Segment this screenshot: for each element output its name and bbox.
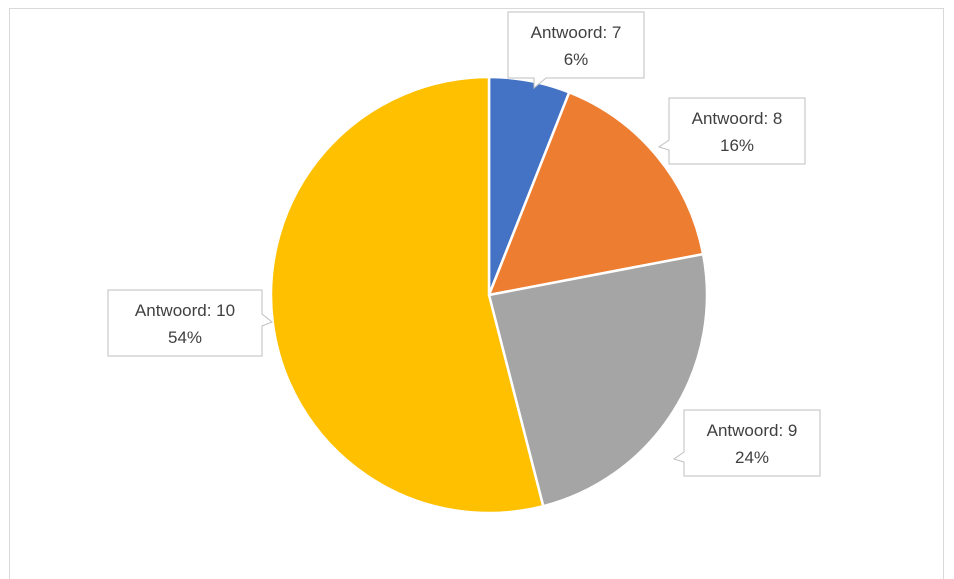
slice-category-label: Antwoord: 8 bbox=[692, 109, 783, 128]
chart-area bbox=[9, 8, 944, 579]
slice-category-label: Antwoord: 7 bbox=[531, 23, 622, 42]
data-label-callout: Antwoord: 9 24% bbox=[672, 409, 821, 477]
data-label-callout: Antwoord: 8 16% bbox=[657, 97, 806, 165]
callout-box bbox=[672, 409, 821, 477]
slice-category-label: Antwoord: 9 bbox=[707, 421, 798, 440]
slice-percent-label: 24% bbox=[735, 448, 769, 467]
pie-slice-antwoord-8 bbox=[487, 91, 705, 297]
callout-box bbox=[657, 97, 806, 165]
pie-slice-antwoord-9 bbox=[487, 252, 709, 508]
pie-slices bbox=[269, 75, 709, 515]
data-label-callouts: Antwoord: 7 6% Antwoord: 8 16% Antwoord: 9 24… bbox=[107, 11, 821, 477]
callout-box bbox=[107, 289, 273, 357]
data-label-callout: Antwoord: 7 6% bbox=[507, 11, 645, 90]
slice-percent-label: 16% bbox=[720, 136, 754, 155]
slice-percent-label: 54% bbox=[168, 328, 202, 347]
slice-percent-label: 6% bbox=[564, 50, 589, 69]
callout-box bbox=[507, 11, 645, 90]
slice-category-label: Antwoord: 10 bbox=[135, 301, 235, 320]
pie-slice-antwoord-10 bbox=[269, 75, 545, 515]
data-label-callout: Antwoord: 10 54% bbox=[107, 289, 273, 357]
